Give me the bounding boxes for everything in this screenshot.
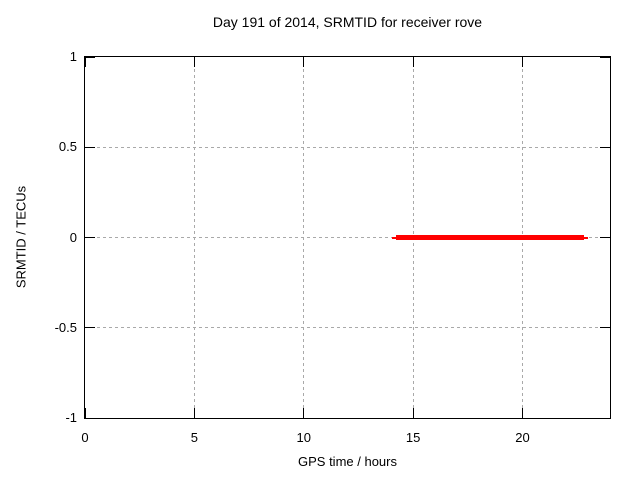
series-segment	[395, 235, 584, 240]
y-tick-label: 0	[69, 229, 77, 245]
x-tick-label: 20	[515, 430, 530, 445]
x-tick-mark	[193, 408, 195, 418]
y-tick-label: -1	[65, 410, 77, 425]
gridline-horizontal	[85, 237, 610, 238]
x-tick-mark	[522, 408, 523, 418]
x-tick-mark	[303, 408, 305, 418]
y-tick-mark	[85, 237, 95, 238]
series-segment-left-tip	[391, 236, 396, 239]
x-tick-mark-top	[412, 57, 414, 67]
y-tick-mark	[85, 56, 95, 58]
series-segment-right-tip	[583, 236, 588, 239]
y-tick-label: 0.5	[58, 139, 77, 155]
x-tick-mark-top	[303, 57, 305, 67]
x-tick-label: 15	[405, 430, 421, 445]
y-tick-mark-right	[600, 56, 610, 58]
x-tick-mark	[412, 408, 414, 418]
y-tick-mark	[85, 417, 95, 419]
y-tick-label: -0.5	[54, 319, 77, 335]
y-tick-mark-right	[600, 417, 610, 419]
y-tick-mark-right	[600, 237, 610, 238]
x-tick-mark-top	[84, 57, 86, 67]
y-tick-mark-right	[600, 146, 610, 148]
y-tick-mark	[85, 146, 95, 148]
y-tick-mark	[85, 327, 95, 329]
x-tick-mark-top	[193, 57, 195, 67]
y-tick-mark-right	[600, 327, 610, 329]
x-tick-mark-top	[522, 57, 523, 67]
chart-title: Day 191 of 2014, SRMTID for receiver rov…	[212, 14, 483, 30]
gridline-horizontal	[85, 146, 610, 148]
x-tick-label: 0	[81, 430, 89, 445]
gridline-horizontal	[85, 327, 610, 329]
x-tick-label: 10	[296, 430, 311, 445]
x-tick-label: 5	[190, 430, 198, 445]
plot-area	[84, 56, 611, 419]
x-tick-mark	[84, 408, 86, 418]
x-axis-label: GPS time / hours	[298, 454, 397, 469]
y-tick-label: 1	[69, 49, 77, 64]
